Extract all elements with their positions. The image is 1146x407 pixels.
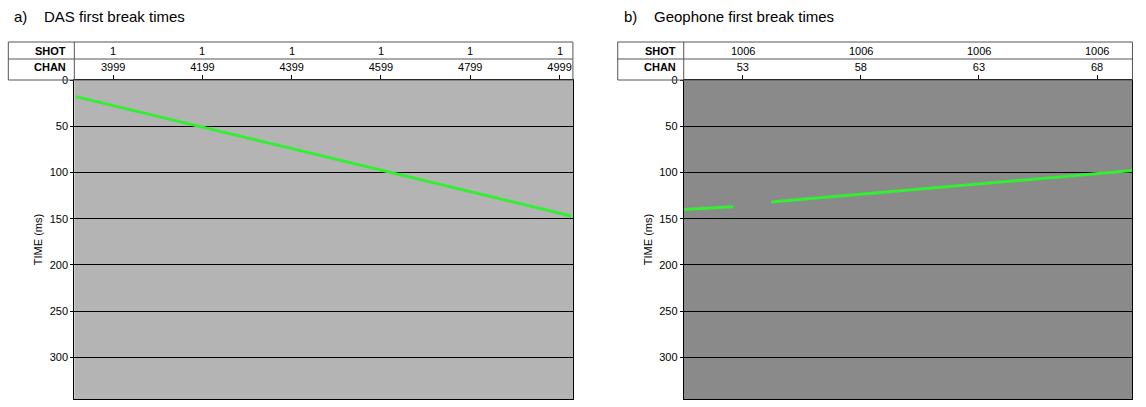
svg-text:3999: 3999 xyxy=(101,61,125,73)
svg-text:1: 1 xyxy=(289,45,295,57)
svg-text:200: 200 xyxy=(659,259,677,271)
svg-text:300: 300 xyxy=(659,351,677,363)
svg-text:50: 50 xyxy=(665,120,677,132)
svg-text:4599: 4599 xyxy=(369,61,393,73)
svg-text:250: 250 xyxy=(659,305,677,317)
svg-text:0: 0 xyxy=(62,74,68,86)
svg-text:CHAN: CHAN xyxy=(34,61,66,73)
svg-text:1: 1 xyxy=(467,45,473,57)
svg-text:a): a) xyxy=(14,8,27,25)
svg-text:250: 250 xyxy=(50,305,68,317)
svg-text:4199: 4199 xyxy=(190,61,214,73)
svg-text:4999: 4999 xyxy=(547,61,571,73)
svg-text:150: 150 xyxy=(50,213,68,225)
svg-text:1006: 1006 xyxy=(967,45,991,57)
svg-text:100: 100 xyxy=(659,166,677,178)
svg-text:TIME (ms): TIME (ms) xyxy=(32,214,44,265)
svg-text:100: 100 xyxy=(50,166,68,178)
svg-text:300: 300 xyxy=(50,351,68,363)
svg-text:68: 68 xyxy=(1091,61,1103,73)
svg-text:1: 1 xyxy=(110,45,116,57)
svg-text:150: 150 xyxy=(659,213,677,225)
svg-text:CHAN: CHAN xyxy=(644,61,676,73)
svg-text:1: 1 xyxy=(199,45,205,57)
svg-text:50: 50 xyxy=(56,120,68,132)
svg-text:b): b) xyxy=(624,8,637,25)
svg-text:1: 1 xyxy=(557,45,563,57)
svg-text:TIME (ms): TIME (ms) xyxy=(642,214,654,265)
svg-text:63: 63 xyxy=(973,61,985,73)
svg-text:1006: 1006 xyxy=(1085,45,1109,57)
svg-text:53: 53 xyxy=(737,61,749,73)
svg-text:58: 58 xyxy=(855,61,867,73)
svg-text:Geophone first break times: Geophone first break times xyxy=(654,8,834,25)
svg-text:1: 1 xyxy=(378,45,384,57)
svg-text:4799: 4799 xyxy=(458,61,482,73)
svg-text:SHOT: SHOT xyxy=(645,45,676,57)
svg-text:SHOT: SHOT xyxy=(35,45,66,57)
svg-text:1006: 1006 xyxy=(849,45,873,57)
svg-text:200: 200 xyxy=(50,259,68,271)
svg-text:DAS first break times: DAS first break times xyxy=(44,8,185,25)
svg-text:0: 0 xyxy=(671,74,677,86)
svg-text:1006: 1006 xyxy=(731,45,755,57)
svg-text:4399: 4399 xyxy=(279,61,303,73)
